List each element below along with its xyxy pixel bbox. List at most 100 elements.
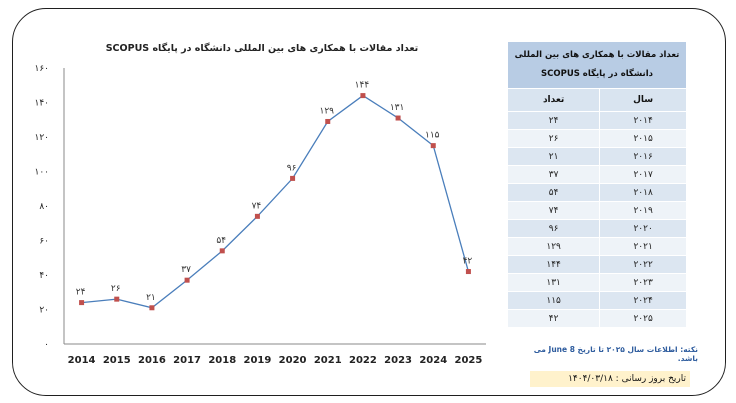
data-label: ۱۱۵ bbox=[425, 131, 440, 141]
column-header-count: تعداد bbox=[506, 88, 601, 112]
x-tick-label: 2024 bbox=[419, 355, 447, 366]
y-tick-label: ۱۴۰ bbox=[34, 99, 49, 109]
data-label: ۲۴ bbox=[76, 288, 86, 298]
footnote: نکته: اطلاعات سال ۲۰۲۵ تا تاریخ June 8 م… bbox=[533, 345, 698, 363]
count-cell: ۹۶ bbox=[506, 219, 601, 238]
count-cell: ۳۷ bbox=[506, 165, 601, 184]
year-cell: ۲۰۲۲ bbox=[599, 255, 687, 274]
x-tick-label: 2016 bbox=[138, 355, 166, 366]
year-cell: ۲۰۲۰ bbox=[599, 219, 687, 238]
chart-title: تعداد مقالات با همکاری های بین المللی دا… bbox=[106, 42, 419, 54]
data-point bbox=[360, 93, 366, 99]
x-tick-label: 2022 bbox=[349, 355, 377, 366]
series-polyline bbox=[81, 94, 470, 309]
data-point bbox=[114, 296, 120, 302]
data-label: ۲۱ bbox=[146, 293, 156, 303]
count-cell: ۴۲ bbox=[506, 309, 601, 328]
frame-border bbox=[12, 8, 726, 396]
data-points bbox=[79, 93, 471, 311]
count-cell: ۲۶ bbox=[506, 129, 601, 148]
count-cell: ۲۴ bbox=[506, 111, 601, 130]
x-tick-label: 2014 bbox=[68, 355, 96, 366]
table-row: ۲۰۲۳ ۱۳۱ bbox=[506, 273, 687, 292]
table-body: ۲۰۱۴ ۲۴ ۲۰۱۵ ۲۶ ۲۰۱۶ ۲۱ ۲۰۱۷ ۳۷ ۲۰۱۸ ۵۴ ۲۰۱۹ ۷۴ ۲۰۲۰… bbox=[506, 111, 687, 328]
table-row: ۲۰۱۹ ۷۴ bbox=[506, 201, 687, 220]
count-cell: ۱۲۹ bbox=[506, 237, 601, 256]
table-row: ۲۰۲۱ ۱۲۹ bbox=[506, 237, 687, 256]
y-tick-label: ۱۲۰ bbox=[34, 133, 49, 143]
table-row: ۲۰۲۴ ۱۱۵ bbox=[506, 291, 687, 310]
table-row: ۲۰۲۰ ۹۶ bbox=[506, 219, 687, 238]
x-tick-label: 2020 bbox=[279, 355, 307, 366]
year-cell: ۲۰۲۱ bbox=[599, 237, 687, 256]
data-point bbox=[79, 300, 85, 306]
update-date-label: تاریخ بروز رسانی : ۱۴۰۴/۰۳/۱۸ bbox=[530, 371, 690, 387]
table-row: ۲۰۱۴ ۲۴ bbox=[506, 111, 687, 130]
data-point bbox=[219, 248, 225, 254]
x-tick-label: 2018 bbox=[208, 355, 236, 366]
data-label: ۱۲۹ bbox=[319, 106, 334, 116]
y-tick-label: ۰ bbox=[44, 340, 49, 350]
year-cell: ۲۰۲۳ bbox=[599, 273, 687, 292]
data-point bbox=[254, 213, 260, 219]
y-tick-label: ۱۰۰ bbox=[34, 168, 49, 178]
y-tick-label: ۸۰ bbox=[39, 202, 49, 212]
year-cell: ۲۰۲۵ bbox=[599, 309, 687, 328]
count-cell: ۷۴ bbox=[506, 201, 601, 220]
data-label: ۳۷ bbox=[181, 265, 191, 275]
count-cell: ۵۴ bbox=[506, 183, 601, 202]
year-cell: ۲۰۱۹ bbox=[599, 201, 687, 220]
data-point bbox=[465, 269, 471, 275]
line-chart: تعداد مقالات با همکاری های بین المللی دا… bbox=[34, 42, 486, 366]
data-point bbox=[149, 305, 155, 311]
x-tick-label: 2017 bbox=[173, 355, 201, 366]
count-cell: ۲۱ bbox=[506, 147, 601, 166]
x-tick-label: 2021 bbox=[314, 355, 342, 366]
count-cell: ۱۱۵ bbox=[506, 291, 601, 310]
year-cell: ۲۰۱۵ bbox=[599, 129, 687, 148]
x-tick-label: 2023 bbox=[384, 355, 412, 366]
data-point bbox=[184, 277, 190, 283]
data-point bbox=[430, 143, 436, 149]
table-caption: تعداد مقالات با همکاری های بین المللی دا… bbox=[507, 41, 687, 89]
data-label: ۷۴ bbox=[252, 201, 262, 211]
year-cell: ۲۰۱۴ bbox=[599, 111, 687, 130]
data-table: تعداد مقالات با همکاری های بین المللی دا… bbox=[506, 41, 687, 328]
y-tick-label: ۲۰ bbox=[39, 306, 49, 316]
table-row: ۲۰۲۲ ۱۴۴ bbox=[506, 255, 687, 274]
table-caption-line1: تعداد مقالات با همکاری های بین المللی bbox=[514, 50, 680, 60]
table-caption-line2: دانشگاه در پایگاه SCOPUS bbox=[541, 69, 653, 79]
data-label: ۹۶ bbox=[287, 163, 297, 173]
data-labels: ۲۴ ۲۶ ۲۱ ۳۷ ۵۴ ۷۴ ۹۶ ۱۲۹ ۱۴۴ ۱۳۱ ۱۱۵ ۴۲ bbox=[76, 81, 473, 303]
year-cell: ۲۰۲۴ bbox=[599, 291, 687, 310]
count-cell: ۱۴۴ bbox=[506, 255, 601, 274]
data-label: ۲۶ bbox=[111, 284, 121, 294]
table-row: ۲۰۱۷ ۳۷ bbox=[506, 165, 687, 184]
x-tick-label: 2019 bbox=[243, 355, 271, 366]
data-point bbox=[395, 115, 401, 121]
data-label: ۴۲ bbox=[463, 257, 473, 267]
data-label: ۱۴۴ bbox=[355, 81, 370, 91]
x-tick-label: 2015 bbox=[103, 355, 131, 366]
series-line bbox=[81, 94, 470, 309]
table-row: ۲۰۱۶ ۲۱ bbox=[506, 147, 687, 166]
year-cell: ۲۰۱۷ bbox=[599, 165, 687, 184]
chart-axes bbox=[63, 68, 486, 345]
data-label: ۱۳۱ bbox=[390, 103, 405, 113]
table-row: ۲۰۲۵ ۴۲ bbox=[506, 309, 687, 328]
x-tick-label: 2025 bbox=[454, 355, 482, 366]
data-point bbox=[325, 118, 331, 124]
y-tick-label: ۱۶۰ bbox=[34, 64, 49, 74]
data-point bbox=[290, 175, 296, 181]
column-header-year: سال bbox=[599, 88, 687, 112]
year-cell: ۲۰۱۸ bbox=[599, 183, 687, 202]
year-cell: ۲۰۱۶ bbox=[599, 147, 687, 166]
y-tick-labels: ۰ ۲۰ ۴۰ ۶۰ ۸۰ ۱۰۰ ۱۲۰ ۱۴۰ ۱۶۰ bbox=[34, 64, 49, 350]
x-tick-labels: 2014 2015 2016 2017 2018 2019 2020 2021 2022 2023… bbox=[68, 355, 483, 366]
y-tick-label: ۶۰ bbox=[39, 237, 49, 247]
table-row: ۲۰۱۸ ۵۴ bbox=[506, 183, 687, 202]
y-tick-label: ۴۰ bbox=[39, 271, 49, 281]
table-row: ۲۰۱۵ ۲۶ bbox=[506, 129, 687, 148]
data-label: ۵۴ bbox=[216, 236, 226, 246]
count-cell: ۱۳۱ bbox=[506, 273, 601, 292]
